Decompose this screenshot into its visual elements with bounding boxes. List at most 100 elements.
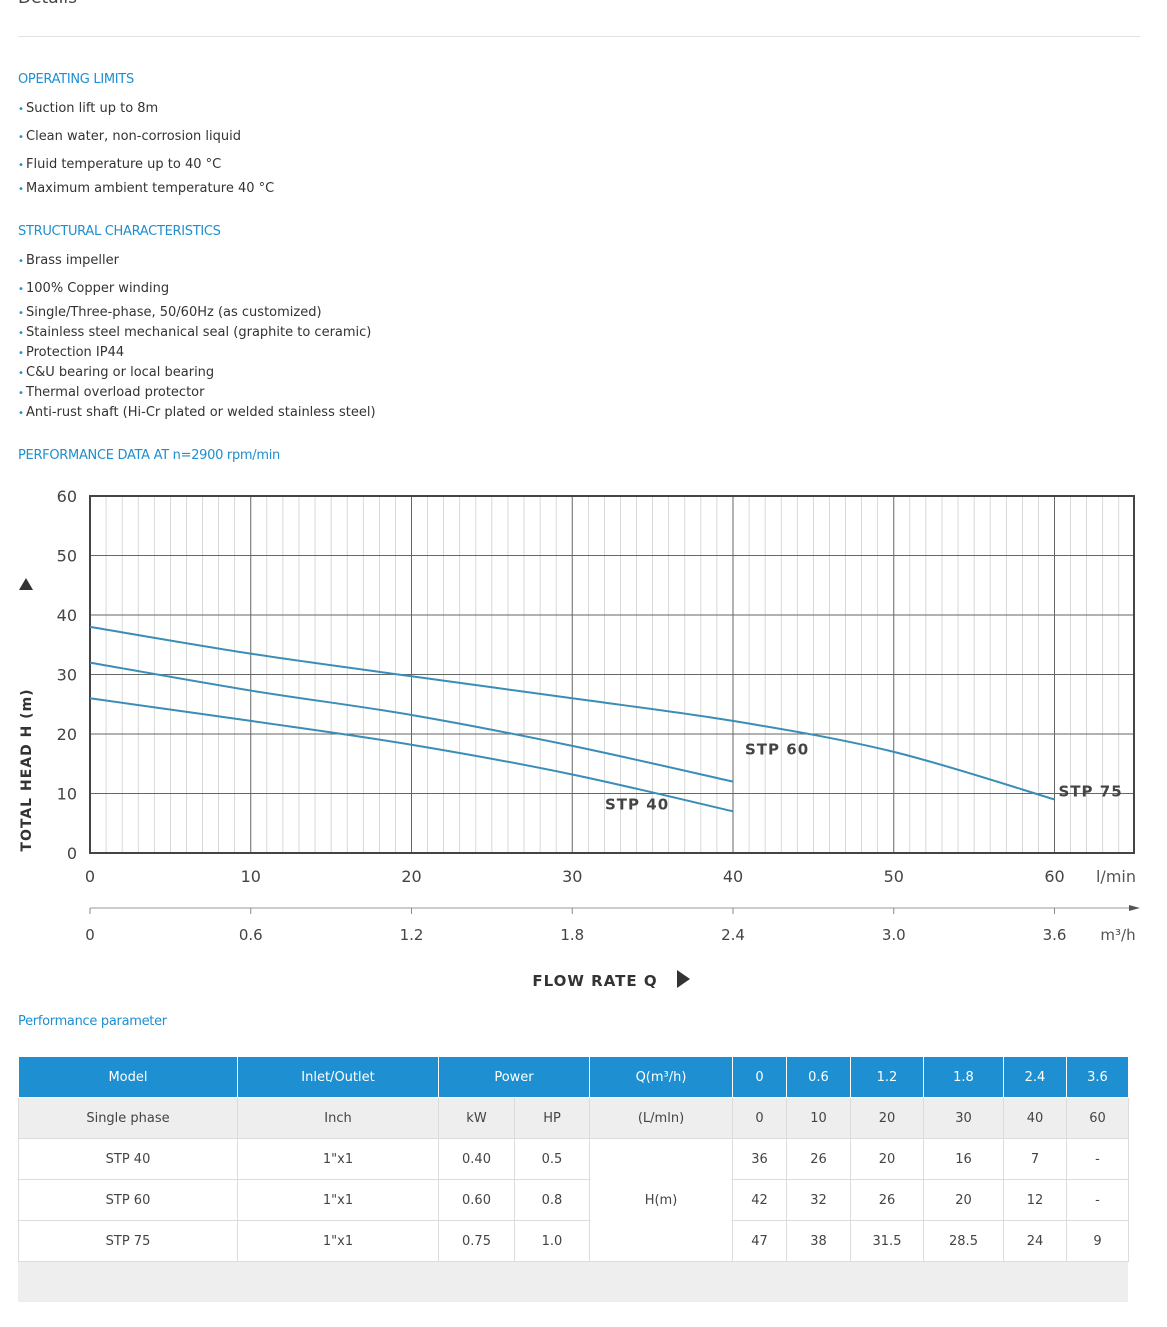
- header-flow: 3.6: [1066, 1056, 1129, 1098]
- cell-inlet: 1"x1: [237, 1220, 439, 1262]
- list-item: C&U bearing or local bearing: [18, 364, 376, 384]
- list-item: Suction lift up to 8m: [18, 100, 274, 128]
- cell-model: STP 60: [18, 1179, 238, 1221]
- header-flow: 1.8: [923, 1056, 1004, 1098]
- list-item: Stainless steel mechanical seal (graphit…: [18, 324, 376, 344]
- cell-h: 42: [732, 1179, 787, 1221]
- y-tick-label: 60: [57, 487, 77, 506]
- cell-h: 32: [786, 1179, 851, 1221]
- cell-kw: 0.60: [438, 1179, 515, 1221]
- sub-flow: 0: [732, 1097, 787, 1139]
- sub-flow: 10: [786, 1097, 851, 1139]
- y-tick-label: 20: [57, 725, 77, 744]
- header-flow: 0.6: [786, 1056, 851, 1098]
- structural-list: Brass impeller 100% Copper winding Singl…: [18, 252, 376, 424]
- header-model: Model: [18, 1056, 238, 1098]
- sub-flow: 20: [850, 1097, 924, 1139]
- table-header-row: Model Inlet/Outlet Power Q(m³/h) 0 0.6 1…: [18, 1056, 1129, 1098]
- x-tick-label: 20: [401, 867, 421, 886]
- series-line: [89, 697, 734, 813]
- cell-h: -: [1066, 1179, 1129, 1221]
- cell-inlet: 1"x1: [237, 1179, 439, 1221]
- cell-h: 31.5: [850, 1220, 924, 1262]
- chart-frame: [89, 495, 1135, 854]
- x-tick-labels-m3h: 0 0.6 1.2 1.8 2.4 3.0 3.6: [85, 908, 1066, 944]
- x-tick-label: 30: [562, 867, 582, 886]
- list-item: 100% Copper winding: [18, 280, 376, 304]
- performance-table: Model Inlet/Outlet Power Q(m³/h) 0 0.6 1…: [18, 1056, 1129, 1262]
- cell-h: 26: [850, 1179, 924, 1221]
- header-flow: 2.4: [1003, 1056, 1067, 1098]
- y-tick-labels: 0 10 20 30 40 50 60: [57, 487, 77, 863]
- x-tick-label: 0.6: [239, 926, 263, 944]
- performance-title: PERFORMANCE DATA AT n=2900 rpm/min: [18, 448, 280, 463]
- sub-flow: 40: [1003, 1097, 1067, 1139]
- header-flow: 0: [732, 1056, 787, 1098]
- list-item: Fluid temperature up to 40 °C: [18, 156, 274, 180]
- cell-hp: 0.5: [514, 1138, 590, 1180]
- chart-series: [89, 625, 1055, 813]
- cell-hp: 1.0: [514, 1220, 590, 1262]
- cell-model: STP 75: [18, 1220, 238, 1262]
- cell-h: 20: [923, 1179, 1004, 1221]
- chart-grid-major: [90, 496, 1134, 853]
- cell-h: 20: [850, 1138, 924, 1180]
- table-row: STP 75 1"x1 0.75 1.0 47 38 31.5 28.5 24 …: [18, 1220, 1129, 1262]
- sub-hp: HP: [514, 1097, 590, 1139]
- cell-kw: 0.40: [438, 1138, 515, 1180]
- cell-h: -: [1066, 1138, 1129, 1180]
- cell-h: 7: [1003, 1138, 1067, 1180]
- table-subheader-row: Single phase Inch kW HP (L/mln) 0 10 20 …: [18, 1097, 1129, 1139]
- cell-model: STP 40: [18, 1138, 238, 1180]
- cell-h: 16: [923, 1138, 1004, 1180]
- header-q: Q(m³/h): [589, 1056, 733, 1098]
- y-axis-arrow-icon: [19, 578, 33, 590]
- operating-limits-title: OPERATING LIMITS: [18, 72, 134, 87]
- list-item: Clean water, non-corrosion liquid: [18, 128, 274, 156]
- cell-h: 12: [1003, 1179, 1067, 1221]
- cell-inlet: 1"x1: [237, 1138, 439, 1180]
- x-tick-label: 1.2: [400, 926, 424, 944]
- x-unit-m3h: m³/h: [1100, 926, 1135, 944]
- table-row: STP 40 1"x1 0.40 0.5 H(m) 36 26 20 16 7 …: [18, 1138, 1129, 1262]
- x-tick-label: 3.6: [1043, 926, 1067, 944]
- cell-h: 36: [732, 1138, 787, 1180]
- secondary-axis-arrow-icon: [1129, 905, 1140, 911]
- cell-h: 38: [786, 1220, 851, 1262]
- cell-h: 47: [732, 1220, 787, 1262]
- list-item: Anti-rust shaft (Hi-Cr plated or welded …: [18, 404, 376, 424]
- x-tick-label: 2.4: [721, 926, 745, 944]
- y-axis-title: TOTAL HEAD H (m): [19, 688, 35, 851]
- sub-inlet: Inch: [237, 1097, 439, 1139]
- x-tick-label: 40: [723, 867, 743, 886]
- list-item: Brass impeller: [18, 252, 376, 280]
- x-tick-label: 3.0: [882, 926, 906, 944]
- cell-h: 26: [786, 1138, 851, 1180]
- series-labels: STP 40 STP 60 STP 75: [605, 741, 1123, 814]
- x-tick-label: 0: [85, 926, 95, 944]
- y-tick-label: 40: [57, 606, 77, 625]
- x-unit-lmin: l/min: [1096, 867, 1136, 886]
- divider: [18, 36, 1140, 37]
- x-axis-arrow-icon: [677, 970, 690, 988]
- series-label: STP 75: [1059, 782, 1123, 800]
- table-row: STP 60 1"x1 0.60 0.8 42 32 26 20 12 -: [18, 1179, 1129, 1221]
- x-axis-title: FLOW RATE Q: [532, 972, 657, 990]
- parameter-title: Performance parameter: [18, 1014, 167, 1029]
- operating-limits-list: Suction lift up to 8m Clean water, non-c…: [18, 100, 274, 204]
- sub-q: (L/mln): [589, 1097, 733, 1139]
- cell-h-label: H(m): [589, 1138, 733, 1262]
- list-item: Thermal overload protector: [18, 384, 376, 404]
- sub-model: Single phase: [18, 1097, 238, 1139]
- cell-kw: 0.75: [438, 1220, 515, 1262]
- x-tick-label: 0: [85, 867, 95, 886]
- header-power: Power: [438, 1056, 590, 1098]
- y-tick-label: 30: [57, 666, 77, 685]
- cell-h: 9: [1066, 1220, 1129, 1262]
- page-title: Details: [18, 0, 77, 8]
- list-item: Maximum ambient temperature 40 °C: [18, 180, 274, 204]
- header-flow: 1.2: [850, 1056, 924, 1098]
- sub-kw: kW: [438, 1097, 515, 1139]
- x-tick-label: 60: [1044, 867, 1064, 886]
- list-item: Single/Three-phase, 50/60Hz (as customiz…: [18, 304, 376, 324]
